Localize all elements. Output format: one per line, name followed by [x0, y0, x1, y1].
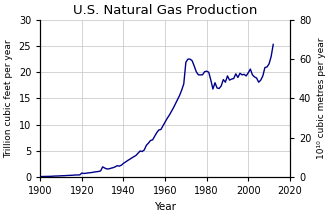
Title: U.S. Natural Gas Production: U.S. Natural Gas Production	[73, 4, 257, 17]
Y-axis label: 10¹⁰ cubic metres per year: 10¹⁰ cubic metres per year	[317, 38, 326, 159]
X-axis label: Year: Year	[154, 202, 176, 212]
Y-axis label: Trillion cubic feet per year: Trillion cubic feet per year	[4, 39, 13, 158]
